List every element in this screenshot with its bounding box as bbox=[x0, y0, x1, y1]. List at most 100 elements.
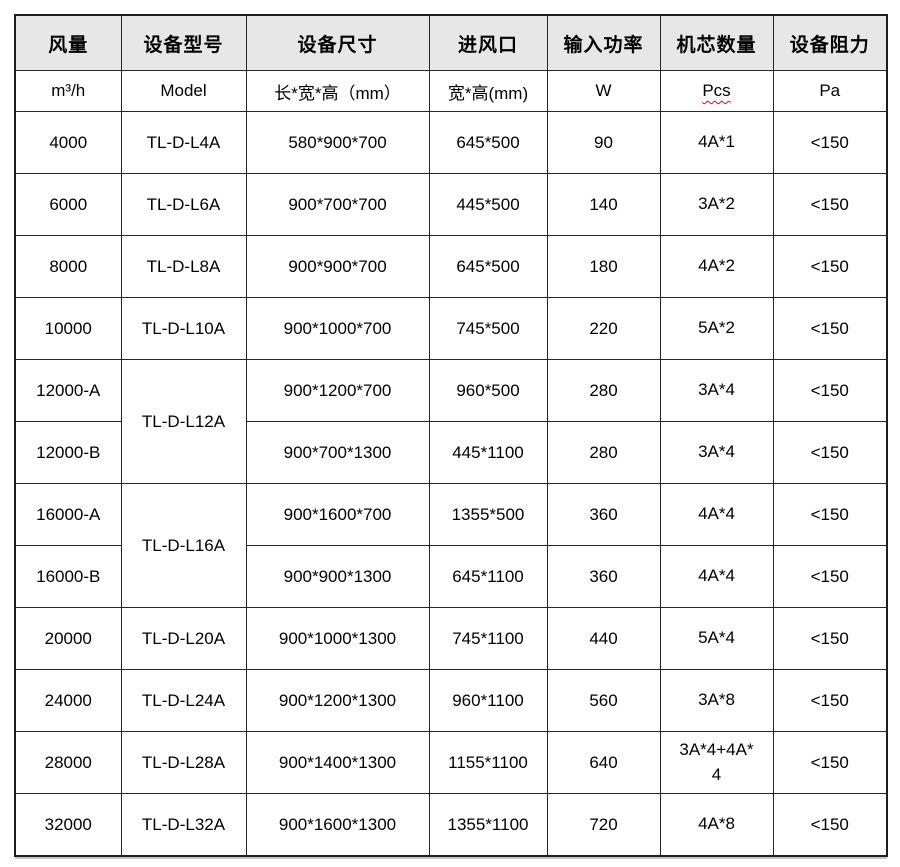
inlet-cell: 645*500 bbox=[428, 235, 548, 298]
dims-cell: 900*700*700 bbox=[245, 173, 430, 236]
cores-value: 4A*4 bbox=[698, 504, 735, 524]
inlet-cell: 445*500 bbox=[428, 173, 548, 236]
cores-cell: 5A*2 bbox=[659, 297, 774, 360]
dims-cell: 900*1000*700 bbox=[245, 297, 430, 360]
inlet-cell: 645*500 bbox=[428, 111, 548, 174]
unit-cores-text: Pcs bbox=[702, 81, 731, 100]
resistance-cell: <150 bbox=[772, 421, 888, 484]
model-cell: TL-D-L24A bbox=[120, 669, 247, 732]
model-cell: TL-D-L32A bbox=[120, 793, 247, 857]
header-cores: 机芯数量 bbox=[659, 14, 774, 71]
fan-spec-table: 风量 设备型号 设备尺寸 进风口 输入功率 机芯数量 设备阻力 m³/h Model 长*宽*高… bbox=[14, 14, 888, 857]
table-row: 6000 TL-D-L6A 900*700*700 445*500 140 3A*2 <15… bbox=[14, 173, 888, 236]
power-cell: 180 bbox=[546, 235, 661, 298]
model-cell: TL-D-L20A bbox=[120, 607, 247, 670]
resistance-cell: <150 bbox=[772, 111, 888, 174]
unit-resistance: Pa bbox=[772, 70, 888, 112]
model-cell: TL-D-L16A bbox=[120, 483, 247, 608]
unit-airflow-text: m³/h bbox=[51, 81, 86, 100]
cores-value: 4A*4 bbox=[698, 566, 735, 586]
airflow-cell: 16000-B bbox=[14, 545, 122, 608]
header-model: 设备型号 bbox=[120, 14, 247, 71]
cores-cell: 4A*8 bbox=[659, 793, 774, 857]
table-row: 8000 TL-D-L8A 900*900*700 645*500 180 4A*2 <15… bbox=[14, 235, 888, 298]
model-cell: TL-D-L8A bbox=[120, 235, 247, 298]
power-cell: 440 bbox=[546, 607, 661, 670]
cores-cell: 3A*8 bbox=[659, 669, 774, 732]
table-row: 32000 TL-D-L32A 900*1600*1300 1355*1100 720 4… bbox=[14, 793, 888, 857]
power-cell: 720 bbox=[546, 793, 661, 857]
inlet-cell: 960*1100 bbox=[428, 669, 548, 732]
unit-power-text: W bbox=[595, 81, 612, 100]
dims-cell: 900*1000*1300 bbox=[245, 607, 430, 670]
header-dims: 设备尺寸 bbox=[245, 14, 430, 71]
inlet-cell: 1155*1100 bbox=[428, 731, 548, 794]
dims-cell: 900*1200*1300 bbox=[245, 669, 430, 732]
table-header: 风量 设备型号 设备尺寸 进风口 输入功率 机芯数量 设备阻力 m³/h Model 长*宽*高… bbox=[14, 14, 888, 112]
cores-cell: 3A*4+4A*4 bbox=[659, 731, 774, 794]
cores-value: 3A*8 bbox=[698, 690, 735, 710]
airflow-cell: 24000 bbox=[14, 669, 122, 732]
resistance-cell: <150 bbox=[772, 607, 888, 670]
unit-dims-text: 长*宽*高（mm） bbox=[274, 83, 401, 103]
model-cell: TL-D-L6A bbox=[120, 173, 247, 236]
power-cell: 220 bbox=[546, 297, 661, 360]
resistance-cell: <150 bbox=[772, 545, 888, 608]
dims-cell: 580*900*700 bbox=[245, 111, 430, 174]
cores-value: 3A*2 bbox=[698, 194, 735, 214]
table-row: 16000-A TL-D-L16A 900*1600*700 1355*500 360 4… bbox=[14, 483, 888, 608]
model-cell: TL-D-L12A bbox=[120, 359, 247, 484]
unit-inlet: 宽*高(mm) bbox=[428, 70, 548, 112]
dims-cell: 900*700*1300 bbox=[245, 421, 430, 484]
power-cell: 280 bbox=[546, 359, 661, 422]
airflow-cell: 12000-A bbox=[14, 359, 122, 422]
power-cell: 640 bbox=[546, 731, 661, 794]
unit-dims: 长*宽*高（mm） bbox=[245, 70, 430, 112]
table-row: 10000 TL-D-L10A 900*1000*700 745*500 220 5A*2… bbox=[14, 297, 888, 360]
unit-cores: Pcs bbox=[659, 70, 774, 112]
unit-resistance-text: Pa bbox=[819, 81, 841, 100]
airflow-cell: 6000 bbox=[14, 173, 122, 236]
dims-cell: 900*1200*700 bbox=[245, 359, 430, 422]
model-cell: TL-D-L4A bbox=[120, 111, 247, 174]
header-unit-row: m³/h Model 长*宽*高（mm） 宽*高(mm) W Pcs Pa bbox=[14, 70, 888, 112]
dims-cell: 900*1400*1300 bbox=[245, 731, 430, 794]
airflow-cell: 28000 bbox=[14, 731, 122, 794]
header-airflow: 风量 bbox=[14, 14, 122, 71]
power-cell: 560 bbox=[546, 669, 661, 732]
inlet-cell: 1355*1100 bbox=[428, 793, 548, 857]
table-body: 4000 TL-D-L4A 580*900*700 645*500 90 4A*1 <150… bbox=[14, 111, 888, 857]
resistance-cell: <150 bbox=[772, 669, 888, 732]
dims-cell: 900*900*1300 bbox=[245, 545, 430, 608]
header-power: 输入功率 bbox=[546, 14, 661, 71]
cores-cell: 4A*2 bbox=[659, 235, 774, 298]
cores-value: 3A*4 bbox=[698, 380, 735, 400]
airflow-cell: 12000-B bbox=[14, 421, 122, 484]
inlet-cell: 960*500 bbox=[428, 359, 548, 422]
resistance-cell: <150 bbox=[772, 173, 888, 236]
resistance-cell: <150 bbox=[772, 483, 888, 546]
dims-cell: 900*900*700 bbox=[245, 235, 430, 298]
power-cell: 140 bbox=[546, 173, 661, 236]
airflow-cell: 8000 bbox=[14, 235, 122, 298]
header-resistance: 设备阻力 bbox=[772, 14, 888, 71]
model-cell: TL-D-L10A bbox=[120, 297, 247, 360]
table-row: 12000-B 900*700*1300 445*1100 280 3A*4 <150 bbox=[14, 421, 888, 484]
inlet-cell: 1355*500 bbox=[428, 483, 548, 546]
table-row: 12000-A TL-D-L12A 900*1200*700 960*500 280 3A… bbox=[14, 359, 888, 484]
table-row: 16000-B 900*900*1300 645*1100 360 4A*4 <150 bbox=[14, 545, 888, 608]
resistance-cell: <150 bbox=[772, 793, 888, 857]
unit-model: Model bbox=[120, 70, 247, 112]
airflow-cell: 10000 bbox=[14, 297, 122, 360]
dims-cell: 900*1600*1300 bbox=[245, 793, 430, 857]
unit-power: W bbox=[546, 70, 661, 112]
dims-cell: 900*1600*700 bbox=[245, 483, 430, 546]
unit-inlet-text: 宽*高(mm) bbox=[447, 83, 529, 103]
unit-airflow: m³/h bbox=[14, 70, 122, 112]
cores-cell: 5A*4 bbox=[659, 607, 774, 670]
header-label-row: 风量 设备型号 设备尺寸 进风口 输入功率 机芯数量 设备阻力 bbox=[14, 14, 888, 71]
resistance-cell: <150 bbox=[772, 297, 888, 360]
inlet-cell: 745*1100 bbox=[428, 607, 548, 670]
unit-model-text: Model bbox=[160, 81, 207, 100]
